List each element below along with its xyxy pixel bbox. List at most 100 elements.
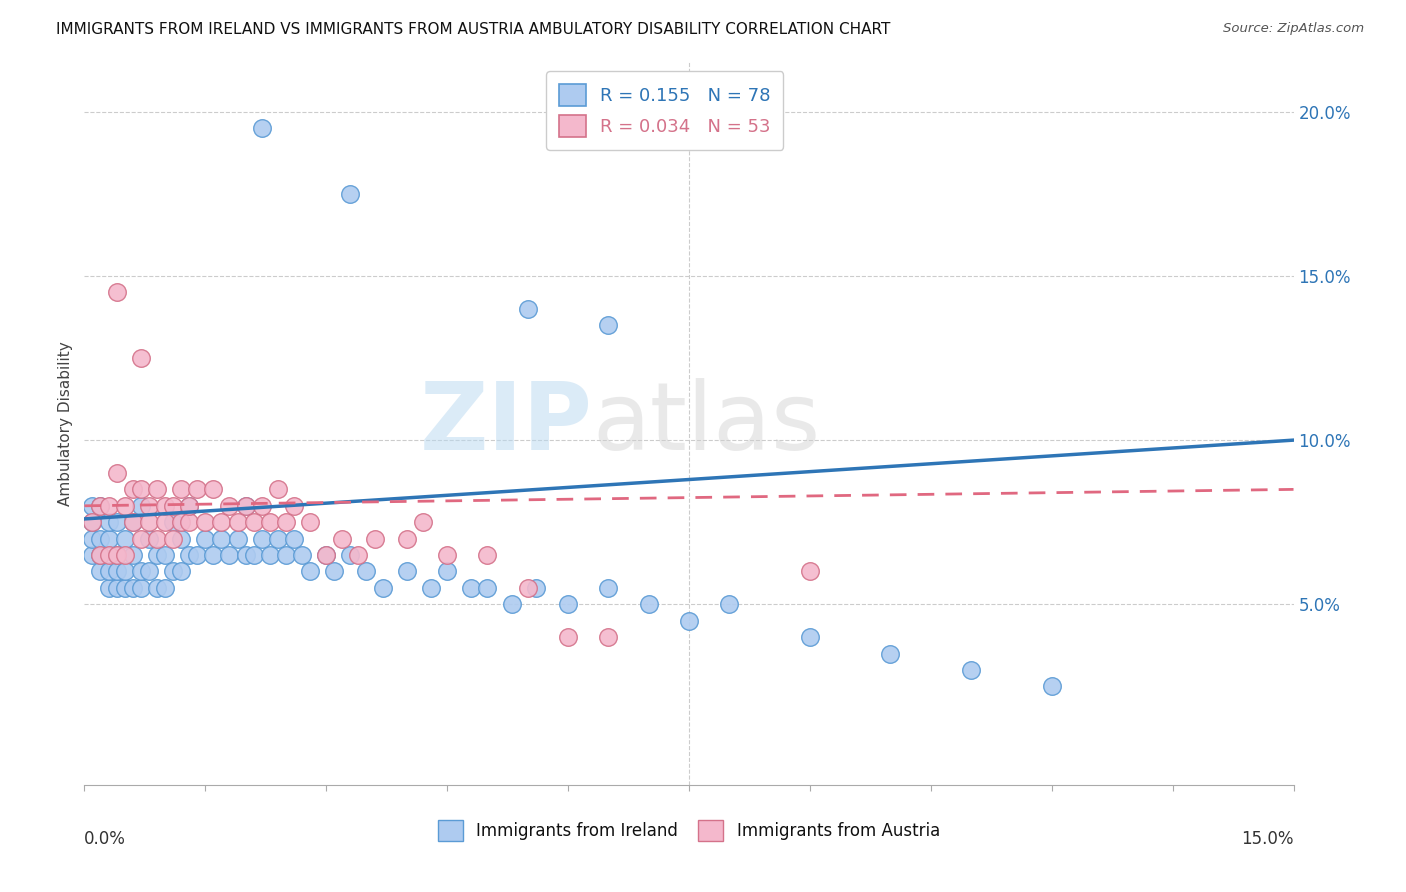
Text: 0.0%: 0.0% <box>84 830 127 847</box>
Point <box>209 532 232 546</box>
Point <box>395 532 418 546</box>
Point <box>153 499 176 513</box>
Point <box>146 483 169 497</box>
Point <box>105 285 128 300</box>
Point <box>799 565 821 579</box>
Point <box>89 532 111 546</box>
Point <box>129 483 152 497</box>
Point <box>121 515 143 529</box>
Point <box>235 499 257 513</box>
Point <box>153 548 176 562</box>
Point <box>598 630 620 644</box>
Point <box>524 581 547 595</box>
Point <box>186 483 208 497</box>
Point <box>138 499 160 513</box>
Point <box>179 548 201 562</box>
Point <box>105 565 128 579</box>
Point <box>162 499 184 513</box>
Point <box>598 318 620 333</box>
Point <box>339 186 361 201</box>
Point <box>250 121 273 136</box>
Point <box>339 548 361 562</box>
Point <box>162 532 184 546</box>
Point <box>323 565 346 579</box>
Point <box>129 581 152 595</box>
Point <box>129 499 152 513</box>
Point <box>129 565 152 579</box>
Point <box>170 532 193 546</box>
Point <box>89 499 111 513</box>
Point <box>170 565 193 579</box>
Point <box>82 499 104 513</box>
Text: 15.0%: 15.0% <box>1241 830 1294 847</box>
Point <box>179 499 201 513</box>
Point <box>283 499 305 513</box>
Point <box>114 581 136 595</box>
Point <box>97 515 120 529</box>
Point <box>259 548 281 562</box>
Point <box>82 532 104 546</box>
Point <box>436 548 458 562</box>
Point <box>218 499 240 513</box>
Point <box>82 515 104 529</box>
Point <box>146 548 169 562</box>
Point <box>105 548 128 562</box>
Point <box>121 483 143 497</box>
Point <box>97 499 120 513</box>
Point <box>267 532 290 546</box>
Point <box>105 581 128 595</box>
Point <box>153 581 176 595</box>
Point <box>89 548 111 562</box>
Point <box>250 532 273 546</box>
Point <box>179 499 201 513</box>
Point <box>194 515 217 529</box>
Point <box>82 548 104 562</box>
Text: atlas: atlas <box>592 377 821 470</box>
Point <box>218 548 240 562</box>
Point <box>557 630 579 644</box>
Point <box>259 515 281 529</box>
Point <box>162 565 184 579</box>
Point <box>146 581 169 595</box>
Point <box>412 515 434 529</box>
Point <box>121 548 143 562</box>
Point <box>202 548 225 562</box>
Point <box>598 581 620 595</box>
Y-axis label: Ambulatory Disability: Ambulatory Disability <box>58 342 73 506</box>
Point <box>121 581 143 595</box>
Text: ZIP: ZIP <box>419 377 592 470</box>
Text: Source: ZipAtlas.com: Source: ZipAtlas.com <box>1223 22 1364 36</box>
Point <box>356 565 378 579</box>
Point <box>678 614 700 628</box>
Point <box>146 532 169 546</box>
Point <box>250 499 273 513</box>
Point <box>477 581 499 595</box>
Point <box>97 565 120 579</box>
Point <box>516 581 538 595</box>
Point <box>209 515 232 529</box>
Point <box>226 515 249 529</box>
Point <box>226 532 249 546</box>
Text: IMMIGRANTS FROM IRELAND VS IMMIGRANTS FROM AUSTRIA AMBULATORY DISABILITY CORRELA: IMMIGRANTS FROM IRELAND VS IMMIGRANTS FR… <box>56 22 890 37</box>
Point <box>89 565 111 579</box>
Point <box>202 483 225 497</box>
Point <box>89 499 111 513</box>
Point <box>89 548 111 562</box>
Point <box>105 548 128 562</box>
Point <box>267 483 290 497</box>
Point <box>97 581 120 595</box>
Point <box>960 663 983 677</box>
Point <box>170 515 193 529</box>
Point <box>235 548 257 562</box>
Point <box>330 532 353 546</box>
Point <box>179 515 201 529</box>
Point <box>718 598 741 612</box>
Point <box>105 515 128 529</box>
Point <box>299 515 322 529</box>
Point <box>477 548 499 562</box>
Point <box>170 483 193 497</box>
Point <box>153 515 176 529</box>
Point <box>114 499 136 513</box>
Point <box>114 532 136 546</box>
Point <box>460 581 482 595</box>
